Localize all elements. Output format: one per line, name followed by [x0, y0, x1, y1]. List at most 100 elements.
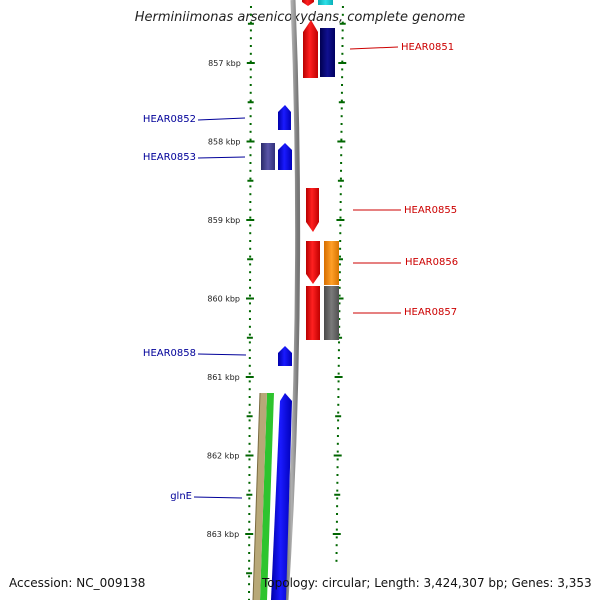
- track-dot-right: [339, 193, 342, 196]
- track-dot-left: [249, 185, 252, 188]
- track-dot-left: [248, 349, 251, 352]
- gene-hear0855: [306, 188, 319, 232]
- track-dot-left: [248, 435, 251, 437]
- track-dot-left: [248, 598, 251, 600]
- track-dot-right: [340, 162, 343, 164]
- track-dot-left: [248, 388, 251, 391]
- gene-hear0852: [278, 105, 291, 130]
- forward-genes: [302, 0, 339, 340]
- track-dot-right: [338, 333, 341, 336]
- track-dot-right: [339, 247, 342, 250]
- track-dot-right: [341, 13, 344, 16]
- track-dot-right: [337, 388, 340, 391]
- track-dot-left: [249, 154, 252, 157]
- leader-hear0858: [197, 353, 247, 356]
- track-dot-right: [338, 325, 341, 328]
- track-dot-right: [339, 255, 342, 258]
- track-dot-right: [337, 403, 340, 406]
- gene-label-hear0853: HEAR0853: [143, 152, 196, 163]
- track-dot-left: [249, 279, 252, 281]
- track-dot-left: [249, 29, 252, 32]
- track-dot-right: [336, 450, 339, 453]
- track-dot-left: [248, 333, 251, 336]
- track-dot-left: [249, 263, 252, 266]
- track-dot-right: [340, 99, 343, 102]
- track-dot-left: [248, 458, 251, 461]
- gene-hear0853: [278, 143, 292, 170]
- track-dot-right: [338, 318, 341, 320]
- track-dot-left: [249, 224, 252, 227]
- genome-backbone: [283, 0, 301, 600]
- track-dot-right: [335, 520, 338, 523]
- track-dot-left: [248, 318, 251, 320]
- track-dot-right: [340, 169, 343, 172]
- gene-hear0853-purple: [261, 143, 275, 170]
- track-dot-right: [341, 84, 344, 86]
- track-dot-right: [337, 411, 340, 414]
- track-dot-right: [341, 68, 344, 71]
- track-dot-left: [248, 544, 251, 547]
- tick-label: 857 kbp: [208, 59, 241, 68]
- track-dot-left: [248, 419, 251, 422]
- track-dot-right: [336, 466, 339, 469]
- gene-top-red: [302, 0, 314, 6]
- track-dots: [248, 6, 344, 600]
- track-dot-right: [338, 310, 341, 313]
- track-dot-right: [335, 536, 338, 539]
- track-dot-right: [336, 497, 339, 500]
- track-dot-left: [249, 13, 252, 16]
- gene-label-hear0856: HEAR0856: [405, 257, 458, 268]
- gene-green-band: [260, 393, 274, 600]
- track-dot-right: [339, 201, 342, 203]
- track-dot-right: [336, 505, 339, 508]
- track-dot-left: [249, 208, 252, 211]
- gene-hear0851-neighbor: [320, 28, 335, 77]
- track-dot-left: [248, 403, 251, 406]
- track-dot-left: [248, 380, 251, 383]
- track-dot-left: [249, 162, 252, 164]
- track-dot-left: [249, 216, 252, 219]
- leader-hear0851: [349, 46, 399, 50]
- track-dot-left: [248, 442, 251, 445]
- track-dot-left: [249, 193, 252, 196]
- track-dot-right: [341, 6, 344, 8]
- leader-glne: [193, 496, 243, 499]
- tick-label: 859 kbp: [208, 216, 241, 225]
- track-dot-left: [248, 528, 251, 531]
- gene-glne: [271, 393, 292, 600]
- track-dot-left: [248, 559, 251, 562]
- tick-label: 860 kbp: [207, 295, 240, 304]
- track-dot-left: [248, 481, 251, 484]
- track-dot-right: [336, 435, 339, 437]
- track-dot-left: [249, 177, 252, 180]
- track-dot-left: [249, 68, 252, 71]
- gene-label-hear0857: HEAR0857: [404, 307, 457, 318]
- track-dot-left: [248, 552, 251, 554]
- track-dot-right: [338, 302, 341, 305]
- track-dot-right: [337, 419, 340, 422]
- track-dot-left: [249, 271, 252, 274]
- gene-hear0858: [278, 346, 292, 366]
- gene-label-hear0858: HEAR0858: [143, 348, 196, 359]
- track-dot-left: [249, 99, 252, 102]
- track-dot-right: [341, 60, 344, 63]
- track-dot-left: [248, 357, 251, 359]
- track-dot-left: [249, 84, 252, 86]
- track-dot-left: [249, 240, 252, 242]
- track-dot-right: [338, 263, 341, 266]
- map-title: Herminiimonas arsenicoxydans, complete g…: [134, 10, 466, 25]
- track-dot-right: [339, 224, 342, 227]
- track-dot-right: [339, 185, 342, 188]
- track-dot-left: [249, 138, 252, 141]
- track-dot-left: [249, 107, 252, 110]
- gene-hear0856-orange: [324, 241, 339, 285]
- track-dot-right: [338, 271, 341, 274]
- track-dot-left: [248, 302, 251, 305]
- track-dot-right: [335, 528, 338, 531]
- track-dot-right: [340, 91, 343, 94]
- track-dot-left: [249, 146, 252, 149]
- track-dot-right: [336, 489, 339, 492]
- track-dot-left: [249, 123, 252, 125]
- track-dot-right: [340, 130, 343, 133]
